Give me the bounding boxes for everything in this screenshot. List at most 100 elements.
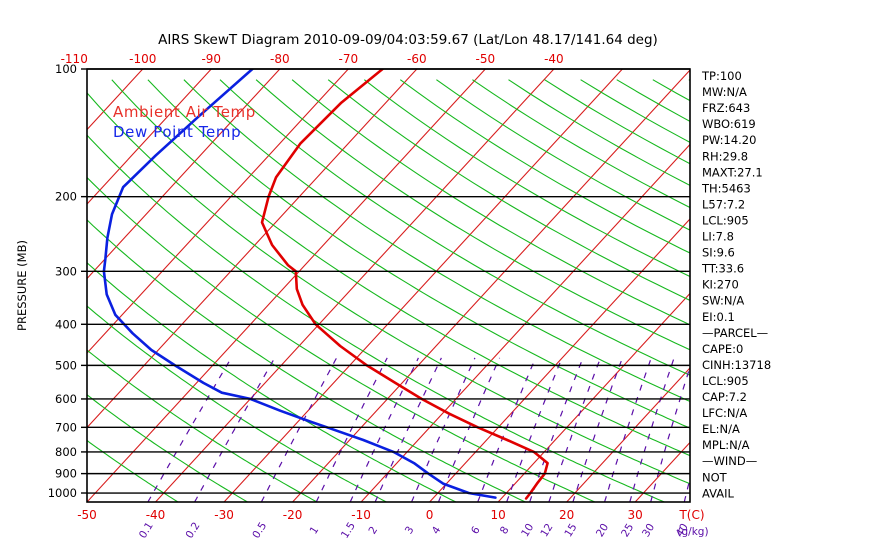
bottom-temp-label: 10	[490, 508, 505, 522]
dry-adiabat-line	[87, 394, 248, 502]
mixing-ratio-line	[349, 357, 419, 502]
dry-adiabat-line	[87, 92, 690, 485]
mixing-ratio-label: 12	[538, 522, 555, 540]
x-axis-title-temp: T(C)	[678, 508, 704, 522]
dry-adiabat-line	[87, 134, 665, 502]
dry-adiabat-line	[87, 349, 318, 502]
bottom-temp-label: 0	[426, 508, 434, 522]
mixing-ratio-line	[629, 357, 675, 502]
panel-item: TH:5463	[701, 181, 751, 195]
bottom-temp-label: -50	[77, 508, 97, 522]
mixing-ratio-label: 1.5	[339, 520, 358, 541]
mixing-ratio-line	[529, 357, 584, 502]
panel-item: LCL:905	[702, 213, 749, 227]
isotherm-line	[87, 69, 281, 280]
panel-item: SW:N/A	[702, 294, 744, 308]
dry-adiabat-line	[219, 79, 690, 376]
dry-adiabat-line	[87, 262, 457, 502]
pressure-tick-label: 300	[55, 264, 77, 278]
dry-adiabat-line	[255, 79, 690, 351]
mixing-ratio-label: 10	[519, 522, 536, 540]
top-temp-label: -50	[476, 52, 496, 66]
top-temp-label: -70	[339, 52, 359, 66]
mixing-ratio-label: 6	[469, 524, 483, 536]
pressure-tick-label: 1000	[48, 486, 77, 500]
dry-adiabat-line	[147, 79, 690, 429]
isotherm-line	[223, 69, 623, 502]
legend-dew-point-temp: Dew Point Temp	[113, 123, 241, 141]
mixing-ratio-line	[604, 357, 652, 502]
dry-adiabat-line	[111, 79, 690, 457]
isotherm-line	[87, 69, 486, 502]
panel-item: SI:9.6	[702, 246, 735, 260]
top-temp-label: -100	[129, 52, 156, 66]
panel-item: LFC:N/A	[702, 406, 747, 420]
panel-item: EL:N/A	[702, 422, 740, 436]
plot-grid-layer	[87, 69, 870, 502]
bottom-temp-label: 20	[559, 508, 574, 522]
isotherm-line	[292, 69, 690, 502]
mixing-ratio-label: 3	[403, 524, 417, 536]
panel-item: CAP:7.2	[702, 390, 747, 404]
bottom-temp-label: -20	[283, 508, 303, 522]
top-temp-label: -90	[201, 52, 221, 66]
mixing-ratio-label: 4	[430, 524, 444, 536]
panel-item: TT:33.6	[701, 262, 744, 276]
mixing-ratio-label: 25	[619, 522, 636, 540]
panel-item: MW:N/A	[702, 85, 747, 99]
pressure-tick-label: 500	[55, 358, 77, 372]
dry-adiabat-line	[87, 219, 526, 502]
panel-item: WBO:619	[702, 117, 756, 131]
panel-item: PW:14.20	[702, 133, 756, 147]
mixing-ratio-line	[147, 357, 232, 502]
dry-adiabat-line	[472, 79, 690, 209]
mixing-ratio-line	[572, 357, 623, 502]
panel-item: EI:0.1	[702, 310, 735, 324]
panel-item: TP:100	[701, 69, 742, 83]
panel-item: MPL:N/A	[702, 438, 750, 452]
dry-adiabat-line	[183, 79, 690, 403]
panel-item: KI:270	[702, 278, 739, 292]
pressure-tick-label: 800	[55, 445, 77, 459]
mixing-ratio-line	[260, 357, 338, 502]
mixing-ratio-label: 0.5	[250, 520, 269, 541]
mixing-ratio-label: 20	[594, 522, 611, 540]
mixing-ratio-line	[374, 357, 442, 502]
dry-adiabat-line	[87, 305, 387, 502]
mixing-ratio-label: 0.1	[137, 520, 156, 541]
top-temp-label: -60	[407, 52, 427, 66]
pressure-tick-label: 700	[55, 420, 77, 434]
panel-item: FRZ:643	[702, 101, 750, 115]
dry-adiabat-line	[327, 79, 690, 302]
top-temp-label: -110	[61, 52, 88, 66]
bottom-temp-label: -30	[214, 508, 234, 522]
panel-item: NOT	[702, 470, 728, 484]
mixing-ratio-line	[411, 357, 476, 502]
isotherm-line	[497, 292, 690, 502]
dry-adiabat-line	[761, 80, 870, 226]
panel-item: RH:29.8	[702, 149, 748, 163]
mixing-ratio-line	[506, 357, 563, 502]
isotherm-line	[566, 367, 690, 502]
plot-frame	[86, 68, 691, 503]
mixing-ratio-line	[194, 357, 276, 502]
dry-adiabat-line	[87, 176, 596, 502]
mixing-ratio-line	[477, 357, 537, 502]
dry-adiabat-line	[363, 79, 690, 278]
bottom-temp-label: 30	[628, 508, 643, 522]
mixing-ratio-label: 2	[366, 524, 380, 536]
mixing-ratio-line	[650, 365, 690, 502]
dry-adiabat-line	[797, 80, 870, 206]
pressure-tick-label: 100	[55, 62, 77, 76]
bottom-temp-label: -10	[351, 508, 371, 522]
isotherm-line	[155, 69, 555, 502]
x-axis-title-mixing: (g/kg)	[677, 526, 708, 538]
legend-ambient-air-temp: Ambient Air Temp	[113, 103, 256, 121]
panel-item: L57:7.2	[702, 197, 745, 211]
mixing-ratio-line	[683, 475, 690, 502]
dry-adiabat-line	[833, 80, 870, 191]
isotherm-line	[429, 218, 690, 502]
panel-item: —PARCEL—	[702, 326, 768, 340]
mixing-ratio-line	[315, 357, 388, 502]
